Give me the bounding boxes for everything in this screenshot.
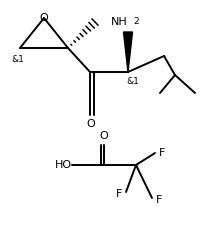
Text: F: F xyxy=(159,148,165,158)
Text: &1: &1 xyxy=(127,77,139,87)
Polygon shape xyxy=(123,32,133,72)
Text: F: F xyxy=(156,195,162,205)
Text: HO: HO xyxy=(54,160,71,170)
Text: O: O xyxy=(100,131,108,141)
Text: O: O xyxy=(87,119,95,129)
Text: 2: 2 xyxy=(133,18,139,27)
Text: &1: &1 xyxy=(12,55,24,63)
Text: F: F xyxy=(116,189,122,199)
Text: NH: NH xyxy=(111,17,128,27)
Text: O: O xyxy=(40,13,48,23)
